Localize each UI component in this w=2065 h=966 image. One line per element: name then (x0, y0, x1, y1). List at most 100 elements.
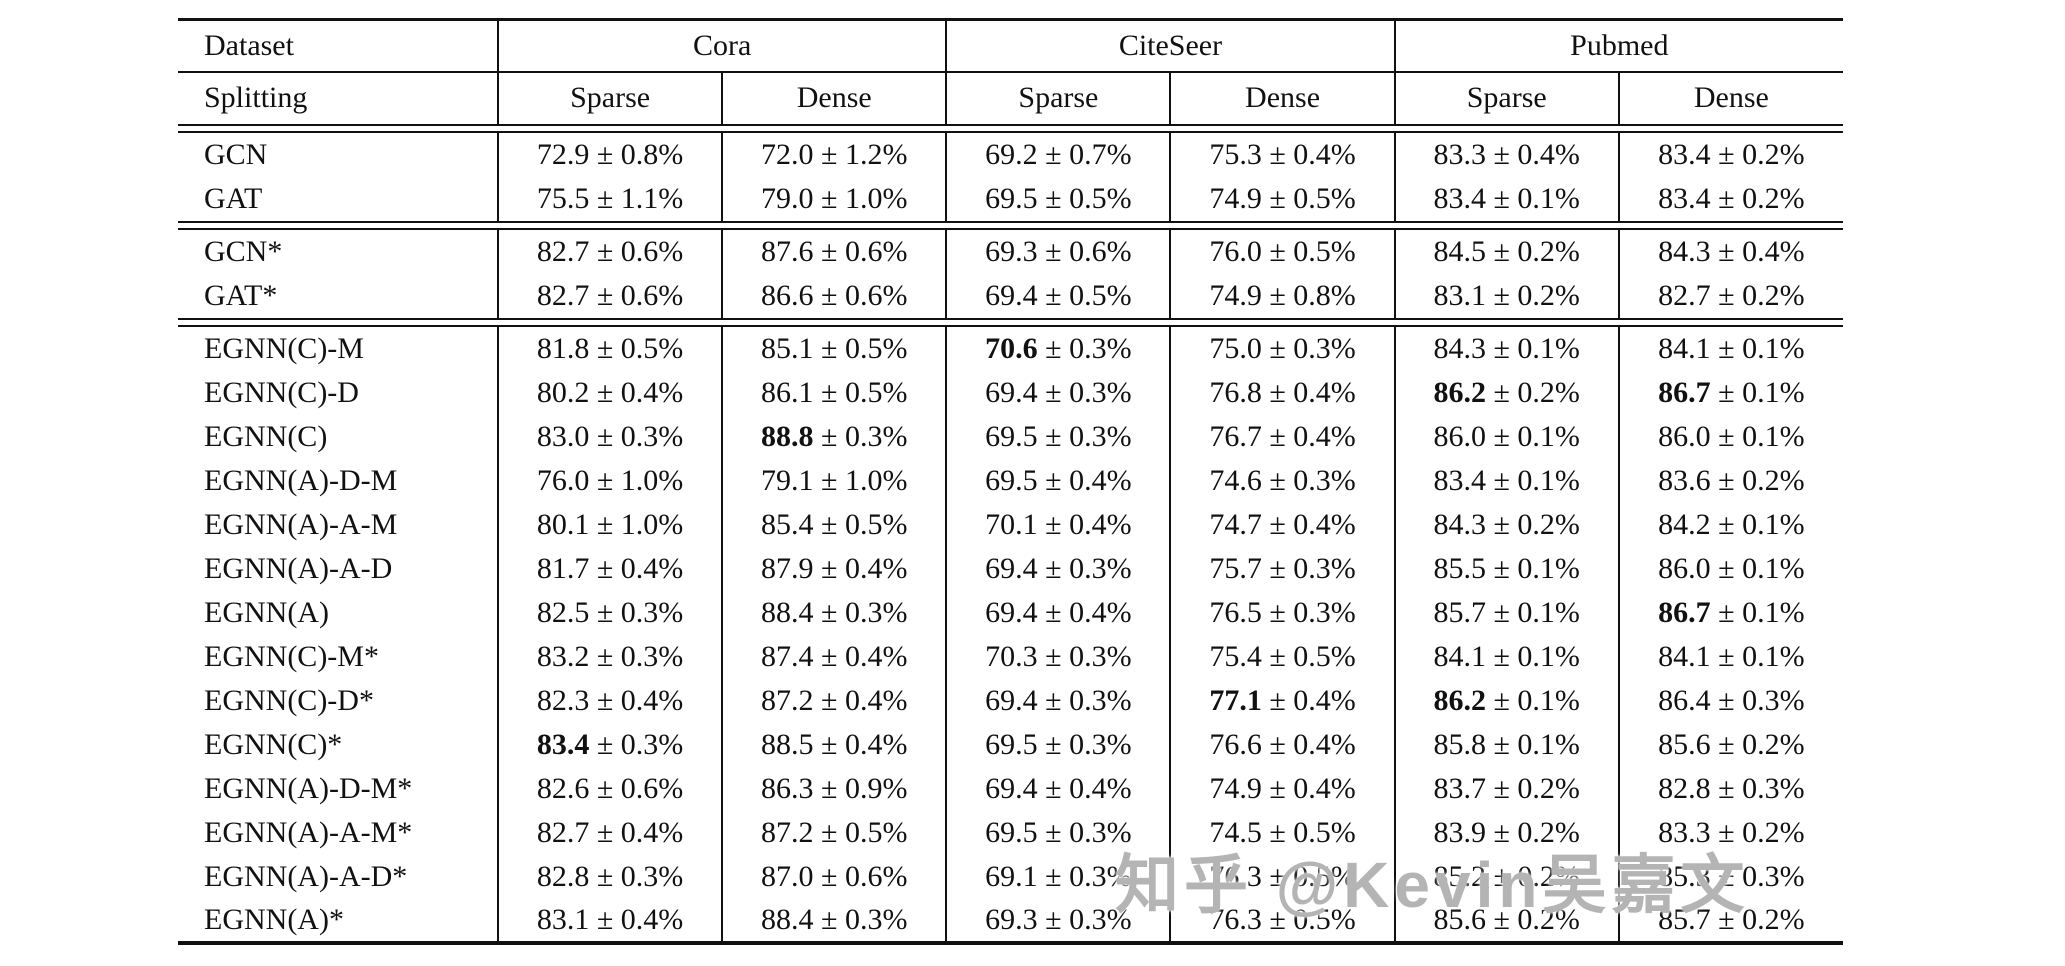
accuracy-value: 84.3 (1658, 234, 1711, 268)
accuracy-value: 86.2 (1433, 375, 1486, 409)
model-name: GCN* (204, 234, 283, 268)
accuracy-value: 84.5 (1433, 234, 1486, 268)
table-row: EGNN(A)-D-M 76.0 ± 1.0% 79.1 ± 1.0% 69.5 ± … (178, 458, 1843, 503)
value-cell: 85.4 ± 0.5% (721, 502, 947, 547)
accuracy-value: 72.9 (536, 137, 590, 171)
accuracy-value: 79.0 (761, 181, 814, 215)
header-dataset-label: Dataset (178, 19, 498, 73)
value-cell: 69.5 ± 0.3% (945, 810, 1171, 855)
header-split-col: Sparse (945, 71, 1171, 124)
value-cell: 85.5 ± 0.1% (1393, 546, 1619, 591)
table-header: Dataset Cora CiteSeer Pubmed Splitting S… (178, 19, 1843, 124)
accuracy-value: 72.0 (761, 137, 814, 171)
accuracy-value: 87.2 (761, 683, 814, 717)
accuracy-value: 75.5 (536, 181, 590, 215)
header-group-cora: Cora (496, 19, 947, 73)
accuracy-value: 88.8 (761, 419, 814, 453)
header-row-splitting: Splitting Sparse Dense Sparse Dense Spar… (178, 71, 1843, 124)
model-name: EGNN(A)-D-M (204, 463, 398, 497)
value-cell: 83.4 ± 0.1% (1393, 176, 1619, 221)
accuracy-value: 86.0 (1658, 419, 1711, 453)
accuracy-value: 70.3 (985, 639, 1038, 673)
value-cell: 82.7 ± 0.4% (496, 810, 723, 855)
table-row: EGNN(C)-D* 82.3 ± 0.4% 87.2 ± 0.4% 69.4 ± 0… (178, 678, 1843, 723)
header-split-col: Sparse (1393, 71, 1619, 124)
value-cell: 74.9 ± 0.5% (1169, 176, 1395, 221)
value-cell: 86.1 ± 0.5% (721, 370, 947, 415)
value-cell: 69.4 ± 0.3% (945, 678, 1171, 723)
value-cell: 85.6 ± 0.2% (1617, 722, 1843, 767)
accuracy-value: 85.1 (761, 331, 814, 365)
accuracy-value: 69.4 (985, 683, 1038, 717)
accuracy-value: 83.0 (536, 419, 590, 453)
accuracy-value: 83.9 (1433, 815, 1486, 849)
accuracy-value: 83.4 (1433, 181, 1486, 215)
value-cell: 69.5 ± 0.3% (945, 414, 1171, 459)
table-row: EGNN(A)* 83.1 ± 0.4% 88.4 ± 0.3% 69.3 ± 0.3… (178, 898, 1843, 943)
accuracy-value: 70.6 (985, 331, 1038, 365)
model-name: EGNN(A)-A-D* (204, 859, 408, 893)
value-cell: 74.9 ± 0.8% (1169, 273, 1395, 318)
value-cell: 84.2 ± 0.1% (1617, 502, 1843, 547)
accuracy-value: 76.3 (1209, 859, 1262, 893)
value-cell: 82.7 ± 0.2% (1617, 273, 1843, 318)
accuracy-value: 82.8 (1658, 771, 1711, 805)
table-row: EGNN(C) 83.0 ± 0.3% 88.8 ± 0.3% 69.5 ± 0.3%… (178, 414, 1843, 459)
accuracy-value: 87.4 (761, 639, 814, 673)
accuracy-value: 83.3 (1433, 137, 1486, 171)
table-row: GAT* 82.7 ± 0.6% 86.6 ± 0.6% 69.4 ± 0.5% 74.… (178, 273, 1843, 318)
value-cell: 69.5 ± 0.4% (945, 458, 1171, 503)
value-cell: 70.1 ± 0.4% (945, 502, 1171, 547)
accuracy-value: 82.8 (536, 859, 590, 893)
accuracy-value: 75.4 (1209, 639, 1262, 673)
accuracy-value: 69.5 (985, 727, 1038, 761)
value-cell: 83.2 ± 0.3% (496, 634, 723, 679)
value-cell: 87.2 ± 0.4% (721, 678, 947, 723)
accuracy-value: 83.3 (1658, 815, 1711, 849)
accuracy-value: 84.1 (1658, 331, 1711, 365)
value-cell: 76.0 ± 0.5% (1169, 229, 1395, 274)
accuracy-value: 86.0 (1658, 551, 1711, 585)
accuracy-value: 74.9 (1209, 278, 1262, 312)
accuracy-value: 88.5 (761, 727, 814, 761)
accuracy-value: 74.9 (1209, 771, 1262, 805)
value-cell: 82.8 ± 0.3% (496, 854, 723, 899)
accuracy-value: 69.3 (985, 902, 1038, 936)
value-cell: 86.2 ± 0.1% (1393, 678, 1619, 723)
accuracy-value: 85.6 (1658, 727, 1711, 761)
model-name: EGNN(C)-D (204, 375, 359, 409)
accuracy-value: 84.1 (1433, 639, 1486, 673)
accuracy-value: 87.0 (761, 859, 814, 893)
value-cell: 82.5 ± 0.3% (496, 590, 723, 635)
model-name: EGNN(C) (204, 419, 328, 453)
value-cell: 87.0 ± 0.6% (721, 854, 947, 899)
model-name: EGNN(C)-M* (204, 639, 379, 673)
model-name: EGNN(A) (204, 595, 329, 629)
value-cell: 86.6 ± 0.6% (721, 273, 947, 318)
accuracy-value: 74.6 (1209, 463, 1262, 497)
accuracy-value: 85.7 (1658, 902, 1711, 936)
value-cell: 83.4 ± 0.1% (1393, 458, 1619, 503)
header-group-pubmed: Pubmed (1393, 19, 1843, 73)
accuracy-value: 85.5 (1433, 551, 1486, 585)
accuracy-value: 76.6 (1209, 727, 1262, 761)
value-cell: 85.1 ± 0.5% (721, 326, 947, 371)
value-cell: 81.7 ± 0.4% (496, 546, 723, 591)
accuracy-value: 88.4 (761, 595, 814, 629)
value-cell: 88.4 ± 0.3% (721, 590, 947, 635)
value-cell: 69.4 ± 0.5% (945, 273, 1171, 318)
table-row: EGNN(C)-M* 83.2 ± 0.3% 87.4 ± 0.4% 70.3 ± 0… (178, 634, 1843, 679)
accuracy-value: 82.7 (536, 234, 590, 268)
accuracy-value: 69.5 (985, 419, 1038, 453)
accuracy-value: 83.4 (536, 727, 590, 761)
value-cell: 69.5 ± 0.3% (945, 722, 1171, 767)
accuracy-value: 74.5 (1209, 815, 1262, 849)
accuracy-value: 82.3 (536, 683, 590, 717)
value-cell: 87.9 ± 0.4% (721, 546, 947, 591)
value-cell: 72.0 ± 1.2% (721, 132, 947, 177)
table-row: EGNN(A)-A-D* 82.8 ± 0.3% 87.0 ± 0.6% 69.1 ±… (178, 854, 1843, 899)
accuracy-value: 85.6 (1433, 902, 1486, 936)
accuracy-value: 86.6 (761, 278, 814, 312)
table-row: EGNN(A)-A-D 81.7 ± 0.4% 87.9 ± 0.4% 69.4 ± … (178, 546, 1843, 591)
accuracy-value: 86.1 (761, 375, 814, 409)
